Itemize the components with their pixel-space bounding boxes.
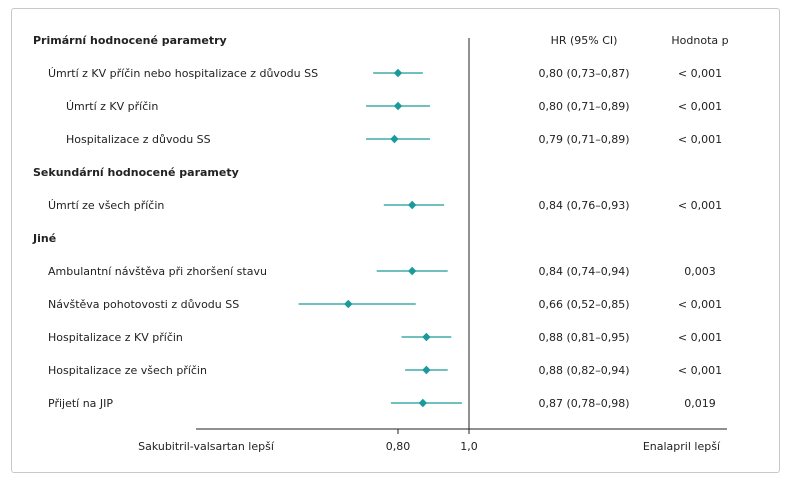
x-tick-label: 1,0	[460, 440, 478, 453]
hr-point-marker	[418, 398, 428, 408]
p-value: < 0,001	[678, 67, 722, 80]
x-axis-ticks: 0,80 1,0	[386, 429, 478, 453]
hr-point-marker	[408, 200, 417, 210]
x-tick-label: 0,80	[386, 440, 411, 453]
row-label: Úmrtí z KV příčin nebo hospitalizace z d…	[48, 67, 318, 80]
row-label: Hospitalizace z KV příčin	[48, 331, 183, 344]
row-label: Hospitalizace z důvodu SS	[66, 133, 211, 146]
hr-value: 0,88 (0,82–0,94)	[538, 364, 629, 377]
hr-value: 0,66 (0,52–0,85)	[538, 298, 629, 311]
hr-value: 0,80 (0,73–0,87)	[538, 67, 629, 80]
hr-value: 0,84 (0,76–0,93)	[538, 199, 629, 212]
row-label: Ambulantní návštěva při zhoršení stavu	[48, 265, 267, 278]
p-value: < 0,001	[678, 100, 722, 113]
hr-point-marker	[344, 299, 353, 309]
section-heading: Primární hodnocené parametry	[33, 34, 227, 47]
p-value: < 0,001	[678, 298, 722, 311]
column-header-p: Hodnota p	[671, 34, 728, 47]
hr-value: 0,87 (0,78–0,98)	[538, 397, 629, 410]
p-value: < 0,001	[678, 133, 722, 146]
chart-frame	[11, 8, 780, 473]
row-label: Úmrtí z KV příčin	[66, 100, 158, 113]
hr-value: 0,80 (0,71–0,89)	[538, 100, 629, 113]
hr-value: 0,88 (0,81–0,95)	[538, 331, 629, 344]
hr-value: 0,84 (0,74–0,94)	[538, 265, 629, 278]
hr-value: 0,79 (0,71–0,89)	[538, 133, 629, 146]
section-heading: Sekundární hodnocené paramety	[33, 166, 239, 179]
section-heading: Jiné	[32, 232, 56, 245]
x-axis-right-label: Enalapril lepší	[643, 440, 721, 453]
row-label: Úmrtí ze všech příčin	[48, 199, 164, 212]
hr-point-marker	[422, 332, 431, 342]
column-header-hr: HR (95% CI)	[551, 34, 618, 47]
p-value: < 0,001	[678, 331, 722, 344]
hr-point-marker	[393, 68, 403, 78]
hr-point-marker	[422, 365, 431, 375]
forest-rows: Primární hodnocené parametry Úmrtí z KV p…	[32, 34, 722, 410]
hr-point-marker	[393, 101, 403, 111]
p-value: 0,003	[684, 265, 716, 278]
x-axis-left-label: Sakubitril-valsartan lepší	[138, 440, 275, 453]
row-label: Hospitalizace ze všech příčin	[48, 364, 207, 377]
row-label: Návštěva pohotovosti z důvodu SS	[48, 298, 239, 311]
hr-point-marker	[390, 134, 399, 144]
p-value: 0,019	[684, 397, 716, 410]
hr-point-marker	[408, 266, 417, 276]
row-label: Přijetí na JIP	[48, 397, 113, 410]
p-value: < 0,001	[678, 364, 722, 377]
p-value: < 0,001	[678, 199, 722, 212]
